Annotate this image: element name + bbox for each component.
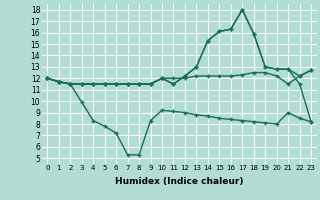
X-axis label: Humidex (Indice chaleur): Humidex (Indice chaleur): [115, 177, 244, 186]
